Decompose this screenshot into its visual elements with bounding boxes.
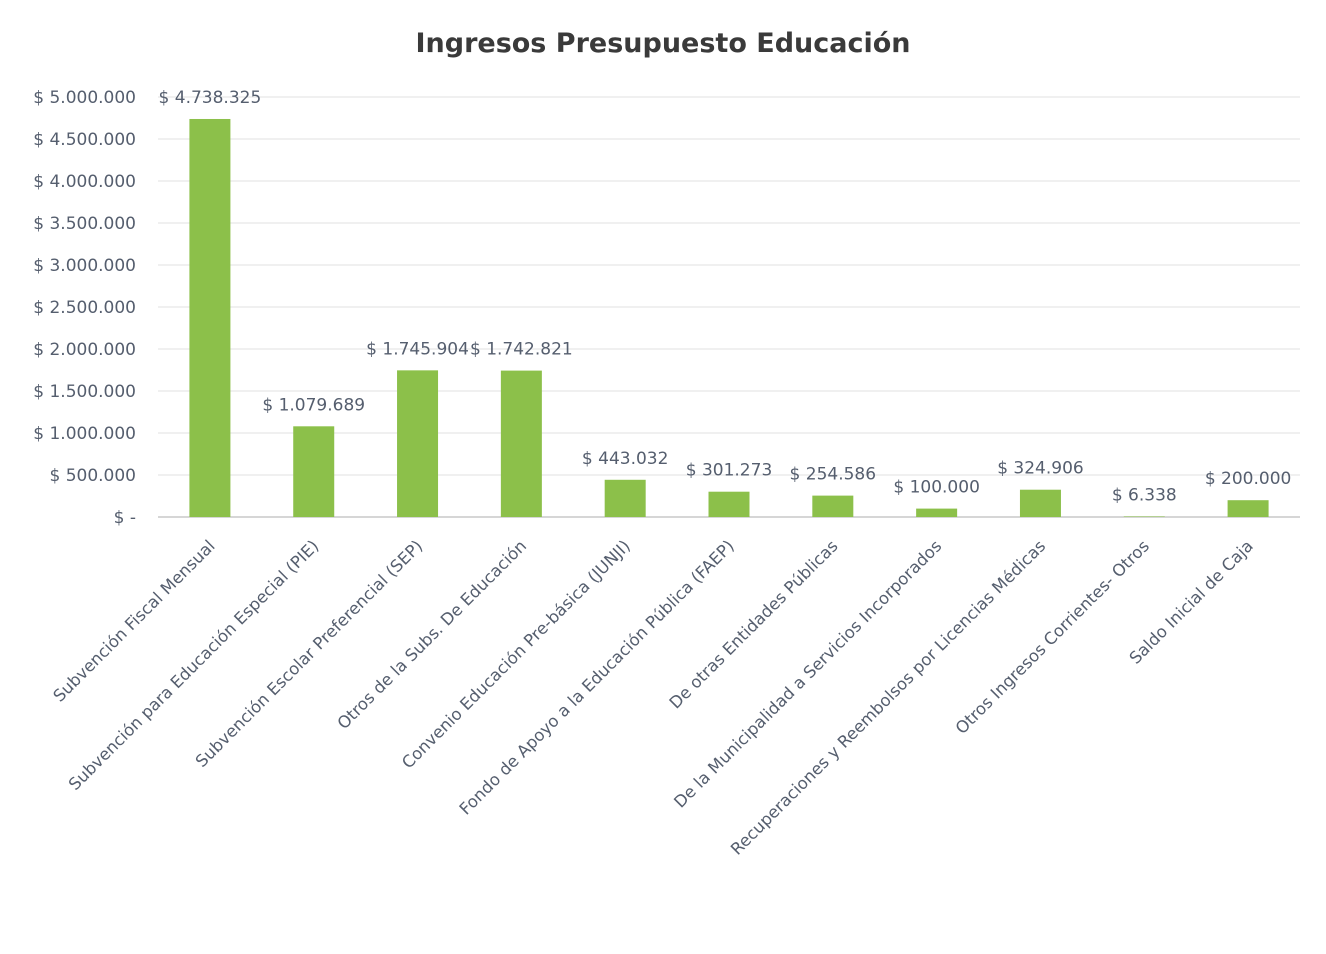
y-tick-label: $ 2.500.000 bbox=[33, 298, 136, 318]
data-label: $ 254.586 bbox=[790, 465, 877, 485]
y-tick-label: $ 500.000 bbox=[49, 466, 136, 486]
y-tick-label: $ 1.000.000 bbox=[33, 424, 136, 444]
x-tick-label: Subvención Escolar Preferencial (SEP) bbox=[192, 536, 427, 771]
data-label: $ 324.906 bbox=[997, 459, 1084, 479]
bar bbox=[397, 370, 439, 517]
data-label: $ 100.000 bbox=[893, 478, 980, 498]
y-tick-label: $ 3.500.000 bbox=[33, 214, 136, 234]
x-tick-label: De otras Entidades Públicas bbox=[666, 536, 842, 712]
data-labels: $ 4.738.325 $ 1.079.689 $ 1.745.904 $ 1.742… bbox=[159, 88, 1292, 505]
y-tick-label: $ 3.000.000 bbox=[33, 256, 136, 276]
x-tick-label: Subvención Fiscal Mensual bbox=[50, 536, 219, 705]
y-tick-label: $ 2.000.000 bbox=[33, 340, 136, 360]
x-tick-label: Otros Ingresos Corrientes- Otros bbox=[952, 536, 1153, 737]
bar bbox=[1019, 489, 1061, 517]
data-label: $ 1.745.904 bbox=[366, 339, 469, 359]
data-label: $ 200.000 bbox=[1205, 469, 1292, 489]
x-tick-label: Convenio Educación Pre-básica (JUNJI) bbox=[398, 536, 634, 772]
y-tick-label: $ - bbox=[114, 508, 136, 528]
bar bbox=[1123, 516, 1165, 517]
y-tick-label: $ 4.500.000 bbox=[33, 130, 136, 150]
bar bbox=[916, 508, 958, 517]
bar bbox=[293, 426, 335, 517]
data-label: $ 301.273 bbox=[686, 461, 773, 481]
data-label: $ 1.742.821 bbox=[470, 340, 573, 360]
bar bbox=[1227, 500, 1269, 517]
y-axis-tick-labels: $ - $ 500.000 $ 1.000.000 $ 1.500.000 $ 2.00… bbox=[33, 88, 136, 528]
data-label: $ 6.338 bbox=[1112, 485, 1177, 505]
y-tick-label: $ 1.500.000 bbox=[33, 382, 136, 402]
bar bbox=[812, 495, 854, 517]
data-label: $ 4.738.325 bbox=[159, 88, 262, 108]
chart-title: Ingresos Presupuesto Educación bbox=[415, 28, 911, 59]
bar bbox=[708, 491, 750, 517]
bar bbox=[500, 370, 542, 517]
y-tick-label: $ 4.000.000 bbox=[33, 172, 136, 192]
gridlines bbox=[158, 96, 1300, 518]
y-tick-label: $ 5.000.000 bbox=[33, 88, 136, 108]
data-label: $ 1.079.689 bbox=[262, 395, 365, 415]
data-label: $ 443.032 bbox=[582, 449, 669, 469]
x-tick-label: Otros de la Subs. De Educación bbox=[334, 536, 531, 733]
bar bbox=[189, 118, 231, 517]
bar bbox=[604, 479, 646, 517]
bars bbox=[189, 118, 1269, 517]
